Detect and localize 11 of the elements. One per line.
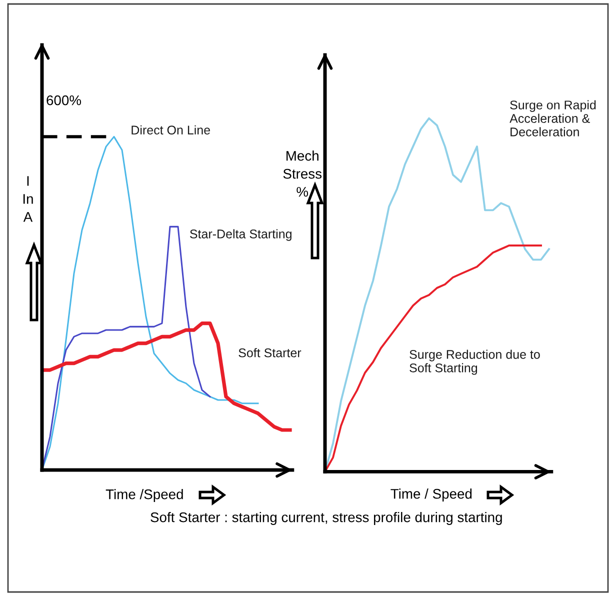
series-label: Star-Delta Starting <box>190 229 292 241</box>
y-axis-title: I In A <box>23 176 33 222</box>
text: Surge on Rapid Acceleration & Deceleration <box>510 100 596 136</box>
y-axis-title: Mech Stress % <box>283 150 322 197</box>
x-axis-title: Time / Speed <box>390 488 472 502</box>
series-label: Direct On Line <box>132 125 210 134</box>
text: Soft Starter : starting current, stress profile during starting <box>150 512 502 525</box>
series-label: Surge Reduction due to Soft Starting <box>410 350 540 375</box>
x-axis-title: Time /Speed <box>106 489 183 502</box>
series-label: Soft Starter <box>238 348 302 358</box>
text: 600% <box>46 95 82 106</box>
